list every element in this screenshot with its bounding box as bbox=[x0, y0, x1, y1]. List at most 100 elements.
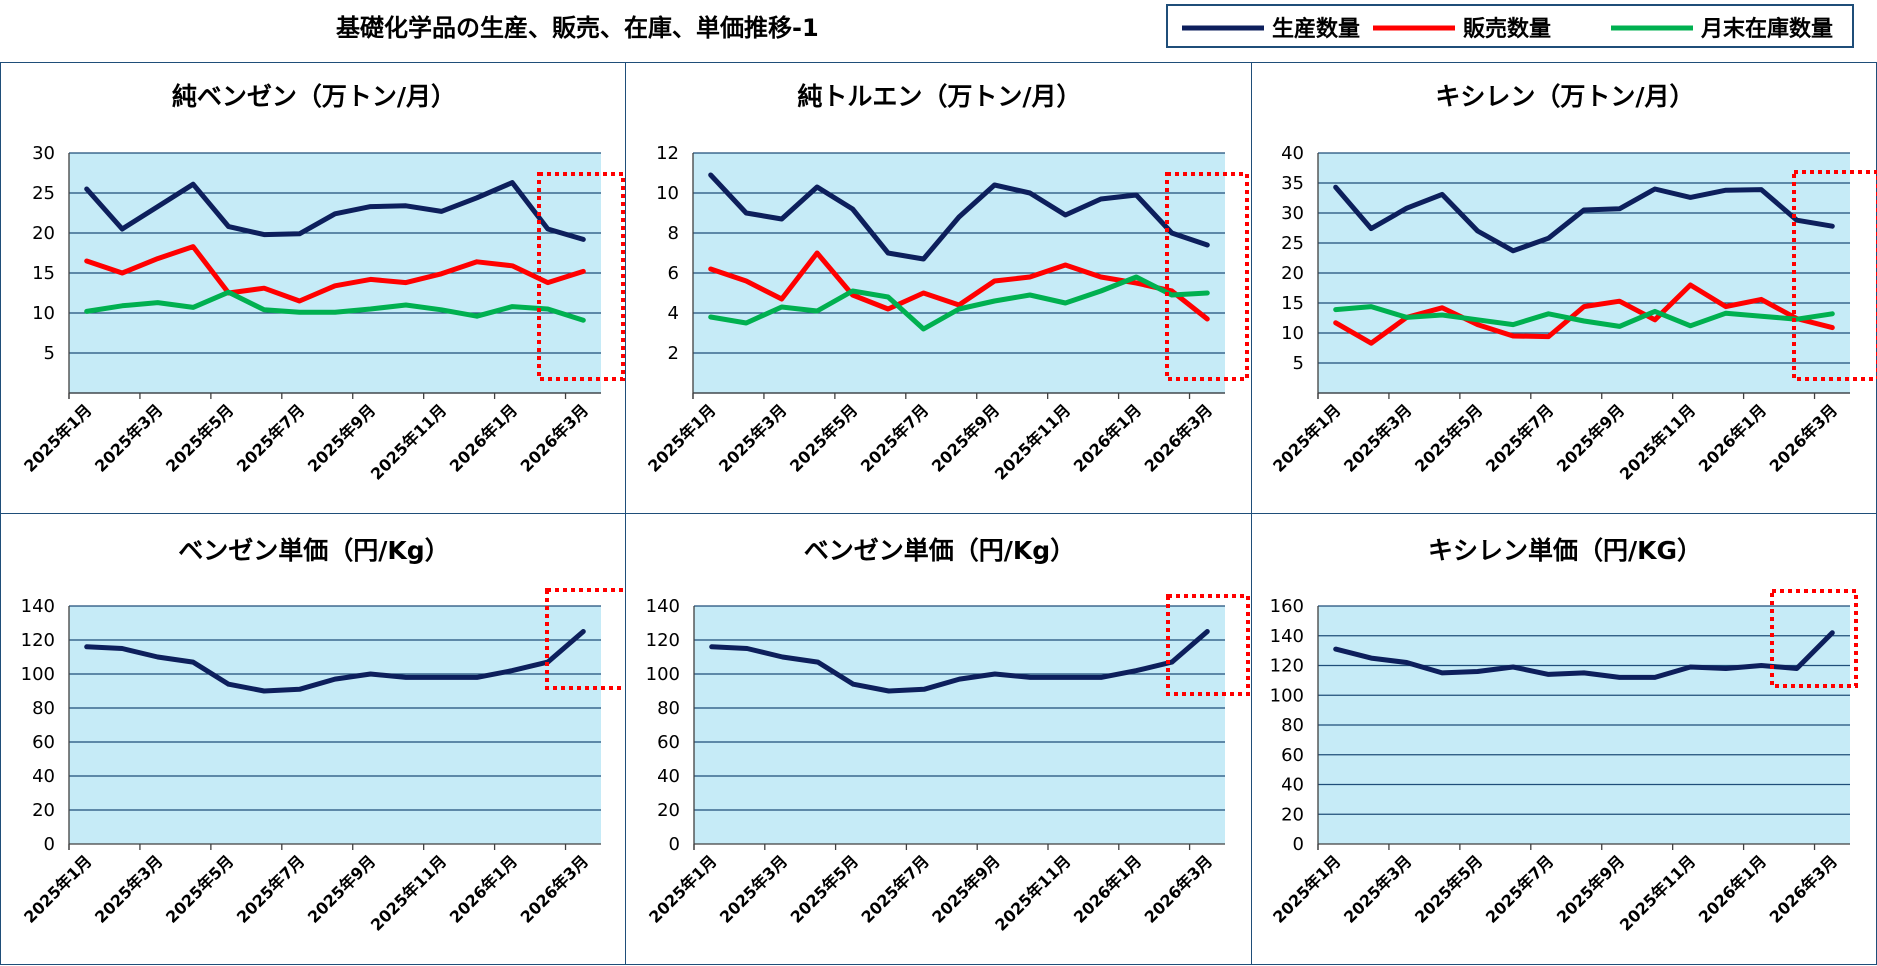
x-tick-label: 2025年9月 bbox=[1553, 851, 1628, 926]
chart-title: 純ベンゼン（万トン/月） bbox=[172, 82, 456, 111]
x-tick-label: 2026年3月 bbox=[517, 851, 592, 926]
y-tick-label: 12 bbox=[656, 143, 679, 164]
x-tick-label: 2025年11月 bbox=[1616, 851, 1699, 934]
x-tick-label: 2025年1月 bbox=[645, 851, 720, 926]
y-tick-label: 120 bbox=[21, 630, 55, 651]
x-tick-label: 2026年3月 bbox=[1141, 851, 1216, 926]
x-tick-label: 2025年5月 bbox=[1411, 851, 1486, 926]
y-tick-label: 0 bbox=[44, 834, 55, 855]
x-tick-label: 2026年1月 bbox=[1695, 400, 1770, 475]
y-tick-label: 80 bbox=[657, 698, 680, 719]
y-tick-label: 5 bbox=[1293, 353, 1304, 374]
y-tick-label: 35 bbox=[1281, 173, 1304, 194]
chart-benzene-price-a: ベンゼン単価（円/Kg）0204060801001201402025年1月202… bbox=[20, 536, 627, 935]
highlight-box bbox=[1770, 589, 1858, 688]
x-tick-label: 2025年1月 bbox=[644, 400, 719, 475]
chart-benzene-volume: 純ベンゼン（万トン/月）510152025302025年1月2025年3月202… bbox=[20, 82, 625, 484]
plot-area bbox=[694, 606, 1225, 844]
x-tick-label: 2025年7月 bbox=[233, 851, 308, 926]
y-tick-label: 10 bbox=[656, 183, 679, 204]
chart-benzene-price-b: ベンゼン単価（円/Kg）0204060801001201402025年1月202… bbox=[645, 536, 1250, 935]
series-line-1 bbox=[708, 172, 1210, 262]
x-tick-label: 2026年3月 bbox=[1766, 400, 1841, 475]
series-line-3 bbox=[1333, 304, 1835, 329]
chart-toluene-volume: 純トルエン（万トン/月） 2 4 6 8 10 12 2025年1月2025年3月2025年5… bbox=[644, 82, 1249, 484]
plot-area bbox=[69, 606, 601, 844]
y-tick-label: 120 bbox=[646, 630, 680, 651]
y-tick-label: 120 bbox=[1270, 656, 1304, 677]
x-tick-label: 2026年1月 bbox=[446, 400, 521, 475]
y-tick-label: 5 bbox=[44, 343, 55, 364]
highlight-box bbox=[1792, 170, 1877, 381]
chart-title: 純トルエン（万トン/月） bbox=[797, 82, 1081, 111]
x-tick-label: 2025年5月 bbox=[787, 851, 862, 926]
x-tick-label: 2025年1月 bbox=[20, 400, 95, 475]
y-tick-label: 40 bbox=[1281, 775, 1304, 796]
chart-panel-xylene-volume: キシレン（万トン/月） 5 10 15 20 25 30 35 40 2025年1月 2025年3月… bbox=[1251, 62, 1877, 514]
y-tick-label: 100 bbox=[646, 664, 680, 685]
x-tick-label: 2025年7月 bbox=[1482, 851, 1557, 926]
series-line-1 bbox=[1333, 630, 1835, 680]
y-tick-label: 20 bbox=[1281, 804, 1304, 825]
series-line-1 bbox=[84, 629, 586, 694]
y-tick-label: 0 bbox=[1293, 834, 1304, 855]
y-tick-label: 30 bbox=[32, 143, 55, 164]
x-tick-label: 2025年9月 bbox=[928, 851, 1003, 926]
x-tick-label: 2026年1月 bbox=[446, 851, 521, 926]
x-tick-label: 2026年1月 bbox=[1070, 400, 1145, 475]
x-tick-label: 2025年11月 bbox=[991, 400, 1074, 483]
x-tick-label: 2025年3月 bbox=[91, 400, 166, 475]
x-tick-label: 2025年9月 bbox=[928, 400, 1003, 475]
x-tick-label: 2026年3月 bbox=[1766, 851, 1841, 926]
chart-title: ベンゼン単価（円/Kg） bbox=[178, 536, 449, 565]
y-tick-label: 100 bbox=[21, 664, 55, 685]
chart-xylene-volume: キシレン（万トン/月） 5 10 15 20 25 30 35 40 2025年1月2025年3月… bbox=[1269, 82, 1877, 484]
x-tick-label: 2025年7月 bbox=[233, 400, 308, 475]
y-tick-label: 20 bbox=[657, 800, 680, 821]
x-tick-label: 2025年11月 bbox=[1616, 400, 1699, 483]
y-tick-label: 100 bbox=[1270, 685, 1304, 706]
y-tick-label: 60 bbox=[32, 732, 55, 753]
x-tick-label: 2025年1月 bbox=[1269, 400, 1344, 475]
x-tick-label: 2025年3月 bbox=[1340, 400, 1415, 475]
x-tick-label: 2025年9月 bbox=[1553, 400, 1628, 475]
highlight-box bbox=[1166, 594, 1250, 696]
y-tick-label: 4 bbox=[668, 303, 679, 324]
chart-panel-xylene-price: キシレン単価（円/KG） 0 20 40 60 80 100 120 140 160 2025年1月… bbox=[1251, 513, 1877, 965]
legend-label-3: 月末在庫数量 bbox=[1700, 16, 1833, 42]
x-tick-label: 2025年5月 bbox=[786, 400, 861, 475]
x-tick-label: 2025年11月 bbox=[991, 851, 1074, 934]
x-tick-label: 2025年9月 bbox=[304, 851, 379, 926]
y-tick-label: 6 bbox=[668, 263, 679, 284]
y-tick-label: 60 bbox=[1281, 745, 1304, 766]
chart-xylene-price: キシレン単価（円/KG） 0 20 40 60 80 100 120 140 160 2025年1月… bbox=[1269, 536, 1858, 935]
legend-label-1: 生産数量 bbox=[1272, 16, 1360, 42]
series-line-1 bbox=[84, 180, 586, 242]
x-tick-label: 2025年5月 bbox=[162, 851, 237, 926]
y-tick-label: 20 bbox=[32, 223, 55, 244]
page-title: 基礎化学品の生産、販売、在庫、単価推移-1 bbox=[336, 14, 819, 42]
series-line-1 bbox=[709, 629, 1210, 694]
chart-panel-benzene-price-a: ベンゼン単価（円/Kg） 0 20 40 60 80 100 120 140 2025年1月 202… bbox=[0, 513, 627, 965]
x-tick-label: 2025年3月 bbox=[91, 851, 166, 926]
series-line-3 bbox=[708, 274, 1210, 332]
x-tick-label: 2026年1月 bbox=[1695, 851, 1770, 926]
y-tick-label: 15 bbox=[32, 263, 55, 284]
y-tick-label: 2 bbox=[668, 343, 679, 364]
chart-panel-benzene-price-b: ベンゼン単価（円/Kg） 0 20 40 60 80 100 120 140 2025年1月 202… bbox=[625, 513, 1252, 965]
series-line-3 bbox=[84, 289, 586, 323]
y-tick-label: 10 bbox=[1281, 323, 1304, 344]
highlight-box bbox=[1165, 172, 1249, 381]
y-tick-label: 8 bbox=[668, 223, 679, 244]
y-tick-label: 25 bbox=[1281, 233, 1304, 254]
x-tick-label: 2026年3月 bbox=[517, 400, 592, 475]
x-tick-label: 2025年1月 bbox=[20, 851, 95, 926]
legend: 生産数量 販売数量 月末在庫数量 bbox=[1166, 4, 1854, 48]
x-tick-label: 2025年7月 bbox=[857, 400, 932, 475]
x-tick-label: 2025年11月 bbox=[367, 851, 450, 934]
x-tick-label: 2025年5月 bbox=[1411, 400, 1486, 475]
series-line-1 bbox=[1333, 184, 1835, 254]
chart-title: キシレン単価（円/KG） bbox=[1428, 536, 1702, 565]
highlight-box bbox=[545, 588, 627, 690]
legend-graphic: 生産数量 販売数量 月末在庫数量 bbox=[1182, 16, 1833, 42]
